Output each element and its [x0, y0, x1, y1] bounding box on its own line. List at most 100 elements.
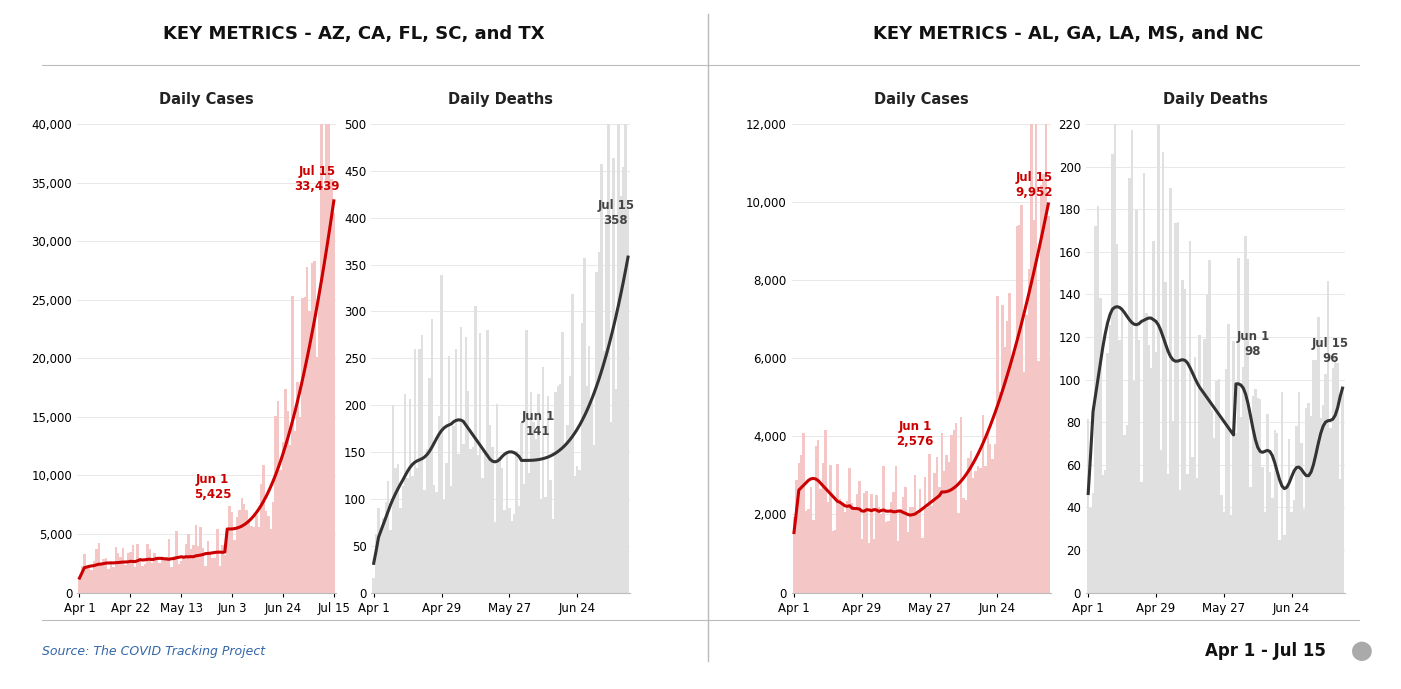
Bar	[426, 449, 429, 593]
Bar	[1288, 439, 1290, 593]
Bar	[797, 463, 800, 593]
Bar	[876, 495, 877, 593]
Bar	[460, 327, 462, 593]
Bar	[516, 451, 518, 593]
Bar	[817, 440, 820, 593]
Bar	[314, 261, 315, 593]
Bar	[146, 544, 149, 593]
Bar	[602, 351, 605, 593]
Bar	[1101, 475, 1104, 593]
Bar	[129, 552, 132, 593]
Bar	[275, 416, 277, 593]
Bar	[1020, 205, 1023, 593]
Bar	[933, 473, 936, 593]
Bar	[175, 531, 178, 593]
Bar	[469, 449, 472, 593]
Bar	[221, 544, 224, 593]
Bar	[593, 444, 595, 593]
Bar	[616, 105, 619, 593]
Bar	[919, 489, 922, 593]
Bar	[199, 528, 202, 593]
Bar	[108, 568, 109, 593]
Bar	[331, 179, 332, 593]
Bar	[520, 423, 523, 593]
Bar	[1330, 428, 1331, 593]
Bar	[1271, 498, 1274, 593]
Bar	[1337, 363, 1339, 593]
Text: Jul 15
358: Jul 15 358	[597, 199, 635, 227]
Bar	[1147, 345, 1150, 593]
Bar	[268, 517, 269, 593]
Bar	[462, 444, 465, 593]
Bar	[822, 463, 824, 593]
Bar	[1133, 381, 1135, 593]
Bar	[912, 507, 913, 593]
Bar	[579, 470, 581, 593]
Bar	[1267, 414, 1269, 593]
Bar	[91, 570, 92, 593]
Bar	[1042, 174, 1045, 593]
Text: Jul 15
9,952: Jul 15 9,952	[1016, 171, 1052, 199]
Bar	[897, 541, 899, 593]
Bar	[849, 468, 850, 593]
Bar	[115, 546, 118, 593]
Bar	[1138, 340, 1140, 593]
Bar	[402, 486, 403, 593]
Bar	[119, 557, 122, 593]
Bar	[518, 506, 520, 593]
Bar	[509, 508, 510, 593]
Bar	[99, 564, 102, 593]
Bar	[1171, 421, 1174, 593]
Bar	[235, 517, 238, 593]
Bar	[1254, 389, 1257, 593]
Bar	[1160, 450, 1161, 593]
Bar	[392, 405, 394, 593]
Bar	[1170, 188, 1171, 593]
Bar	[92, 561, 95, 593]
Bar	[513, 514, 516, 593]
Bar	[1188, 241, 1191, 593]
Bar	[1035, 120, 1037, 593]
Bar	[902, 497, 904, 593]
Bar	[1278, 539, 1281, 593]
Bar	[1300, 442, 1303, 593]
Bar	[1276, 433, 1278, 593]
Bar	[332, 213, 335, 593]
Bar	[1244, 236, 1247, 593]
Text: Apr 1 - Jul 15: Apr 1 - Jul 15	[1205, 642, 1325, 660]
Bar	[455, 349, 457, 593]
Bar	[185, 544, 188, 593]
Bar	[1227, 324, 1230, 593]
Bar	[224, 555, 226, 593]
Bar	[1117, 244, 1118, 593]
Bar	[1217, 379, 1220, 593]
Bar	[916, 513, 919, 593]
Bar	[863, 493, 866, 593]
Bar	[1087, 419, 1090, 593]
Bar	[389, 531, 392, 593]
Bar	[85, 566, 88, 593]
Bar	[325, 68, 328, 593]
Bar	[1135, 210, 1138, 593]
Bar	[813, 520, 814, 593]
Bar	[433, 485, 436, 593]
Bar	[989, 444, 992, 593]
Bar	[457, 454, 460, 593]
Bar	[1157, 110, 1160, 593]
Bar	[588, 346, 590, 593]
Text: KEY METRICS - AZ, CA, FL, SC, and TX: KEY METRICS - AZ, CA, FL, SC, and TX	[163, 25, 545, 43]
Bar	[467, 391, 469, 593]
Bar	[156, 557, 158, 593]
Bar	[1334, 358, 1337, 593]
Bar	[1153, 241, 1154, 593]
Bar	[999, 392, 1002, 593]
Bar	[1047, 216, 1049, 593]
Bar	[1257, 398, 1259, 593]
Bar	[913, 475, 916, 593]
Bar	[962, 497, 965, 593]
Bar	[1006, 321, 1009, 593]
Bar	[1203, 338, 1206, 593]
Bar	[566, 425, 569, 593]
Bar	[807, 508, 810, 593]
Bar	[1140, 482, 1143, 593]
